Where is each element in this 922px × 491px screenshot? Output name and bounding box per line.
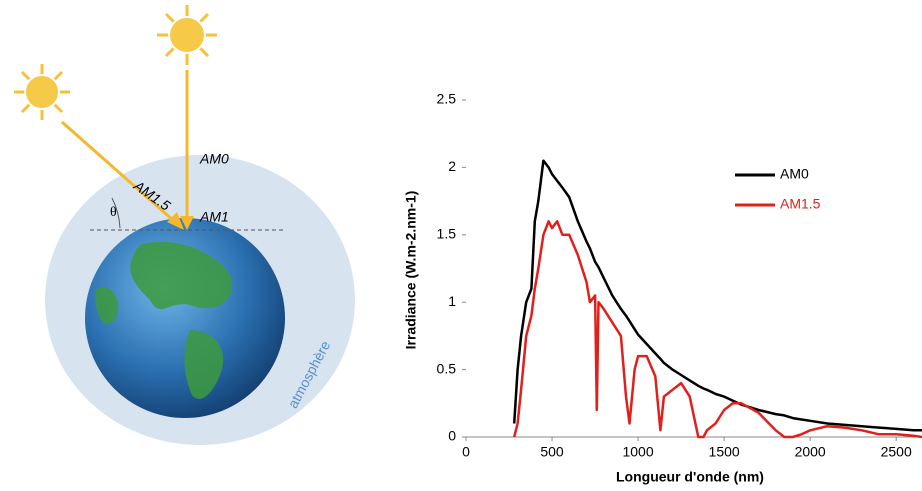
x-tick-label: 0 — [462, 444, 470, 460]
am0-label: AM0 — [199, 151, 229, 167]
x-tick-label: 2500 — [881, 444, 912, 460]
y-tick-label: 1.5 — [437, 226, 457, 242]
series-line — [512, 220, 922, 439]
y-axis-label: Irradiance (W.m-2.nm-1) — [403, 191, 419, 350]
x-axis-label: Longueur d'onde (nm) — [616, 469, 764, 485]
arrow-head — [167, 212, 184, 230]
y-tick-label: 0.5 — [437, 360, 457, 376]
land — [95, 287, 119, 324]
x-tick-label: 1000 — [622, 444, 653, 460]
y-tick-label: 2 — [448, 158, 456, 174]
angle-arc — [111, 197, 121, 229]
y-tick-label: 2.5 — [437, 91, 457, 107]
y-tick-label: 0 — [448, 428, 456, 444]
chart: Longueur d'onde (nm) Irradiance (W.m-2.n… — [403, 91, 922, 485]
x-tick-label: 500 — [540, 444, 564, 460]
ray — [61, 120, 175, 223]
theta-label: θ — [110, 205, 117, 220]
sun — [14, 64, 70, 120]
x-tick-label: 2000 — [795, 444, 826, 460]
sun — [157, 5, 217, 65]
legend-label: AM0 — [780, 166, 809, 182]
diagram: AM0 AM1.5 AM1 θ atmosphère — [14, 5, 355, 445]
land — [130, 241, 233, 310]
y-tick-label: 1 — [448, 293, 456, 309]
land — [184, 330, 224, 399]
arrow-head — [180, 216, 194, 230]
x-tick-label: 1500 — [709, 444, 740, 460]
legend-label: AM1.5 — [780, 196, 821, 212]
series-line — [512, 159, 922, 432]
am1-label: AM1 — [199, 209, 229, 225]
